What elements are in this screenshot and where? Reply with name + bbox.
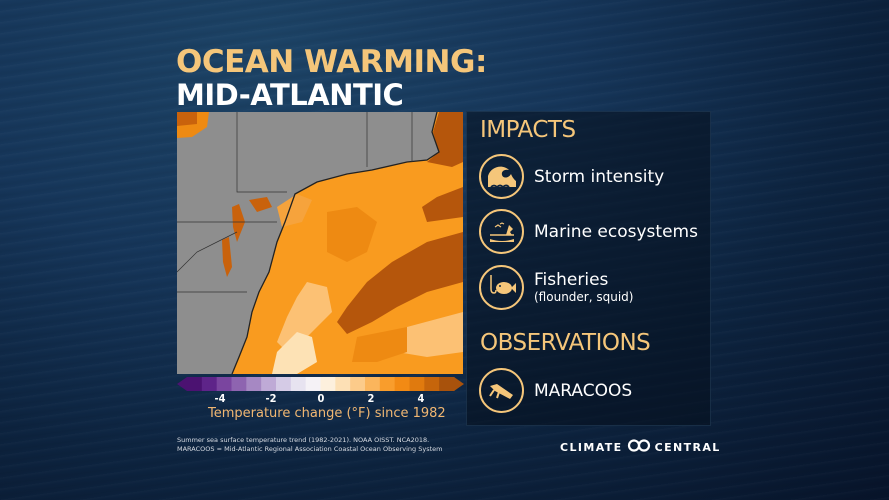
title-line-2: MID-ATLANTIC xyxy=(176,78,404,112)
impact-item-storm: Storm intensity xyxy=(479,154,664,199)
tick-label: 4 xyxy=(417,392,425,405)
map-graphic xyxy=(177,112,463,374)
source-note: Summer sea surface temperature trend (19… xyxy=(177,436,442,453)
impacts-heading: IMPACTS xyxy=(480,117,576,143)
climate-central-logo: CLIMATE CENTRAL xyxy=(560,439,721,455)
marine-ecosystem-icon xyxy=(479,209,524,254)
tick-label: -4 xyxy=(214,392,226,405)
impact-label: Fisheries xyxy=(534,270,609,290)
ocean-glider-icon xyxy=(479,368,524,413)
impact-item-marine: Marine ecosystems xyxy=(479,209,698,254)
colorbar-ticks: -4 -2 0 2 4 xyxy=(177,392,464,406)
tick-label: 0 xyxy=(317,392,325,405)
observation-label: MARACOOS xyxy=(534,380,633,401)
tick-label: -2 xyxy=(265,392,277,405)
observation-item-maracoos: MARACOOS xyxy=(479,368,632,413)
source-line-2: MARACOOS = Mid-Atlantic Regional Associa… xyxy=(177,444,443,453)
logo-mark-icon xyxy=(627,439,651,455)
title-line-1: OCEAN WARMING: xyxy=(176,44,487,80)
temperature-map xyxy=(177,112,463,374)
source-line-1: Summer sea surface temperature trend (19… xyxy=(177,436,430,444)
tick-label: 2 xyxy=(367,392,375,405)
impact-label: Marine ecosystems xyxy=(534,221,698,242)
observations-heading: OBSERVATIONS xyxy=(480,330,651,356)
colorbar xyxy=(177,377,464,391)
impact-sublabel: (flounder, squid) xyxy=(534,290,634,304)
impact-item-fisheries: Fisheries (flounder, squid) xyxy=(479,265,633,310)
logo-text-left: CLIMATE xyxy=(560,440,623,454)
colorbar-label: Temperature change (°F) since 1982 xyxy=(208,406,446,421)
fish-hook-icon xyxy=(479,265,524,310)
logo-text-right: CENTRAL xyxy=(654,440,721,454)
impact-label: Storm intensity xyxy=(534,166,665,187)
storm-wave-icon xyxy=(479,154,524,199)
